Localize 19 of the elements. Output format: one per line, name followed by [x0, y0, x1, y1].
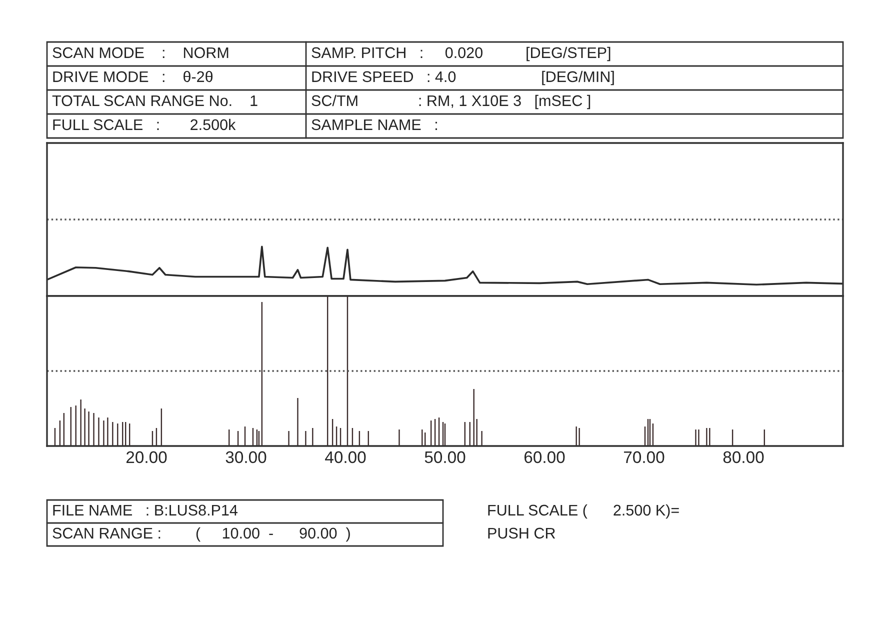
text: DRIVE SPEED : 4.0 [DEG/MIN] [312, 70, 614, 86]
text: FILE NAME : B:LUS8.P14 [53, 504, 238, 516]
text: SC/TM : RM, 1 X10E 3 [mSEC ] [312, 94, 590, 110]
text: PUSH CR [488, 528, 556, 539]
x-tick-label: 20.00 [126, 451, 167, 464]
text: SCAN RANGE : ( 10.00 - 90.00 ) [52, 527, 350, 542]
text: SCAN MODE : NORM [52, 47, 228, 58]
text: SAMPLE NAME : [312, 119, 437, 130]
x-tick-label: 70.00 [624, 451, 664, 464]
x-tick-label: 50.00 [424, 451, 466, 464]
x-tick-label: 40.00 [325, 451, 366, 464]
text: TOTAL SCAN RANGE No. 1 [52, 95, 258, 106]
text: FULL SCALE : 2.500k [53, 118, 236, 130]
text: DRIVE MODE : θ-2θ [53, 70, 213, 82]
text: FULL SCALE ( 2.500 K)= [488, 504, 679, 519]
text: SAMP. PITCH : 0.020 [DEG/STEP] [312, 46, 610, 62]
x-tick-label: 30.00 [226, 451, 266, 464]
x-tick-label: 60.00 [524, 451, 565, 464]
x-tick-label: 80.00 [723, 451, 764, 464]
